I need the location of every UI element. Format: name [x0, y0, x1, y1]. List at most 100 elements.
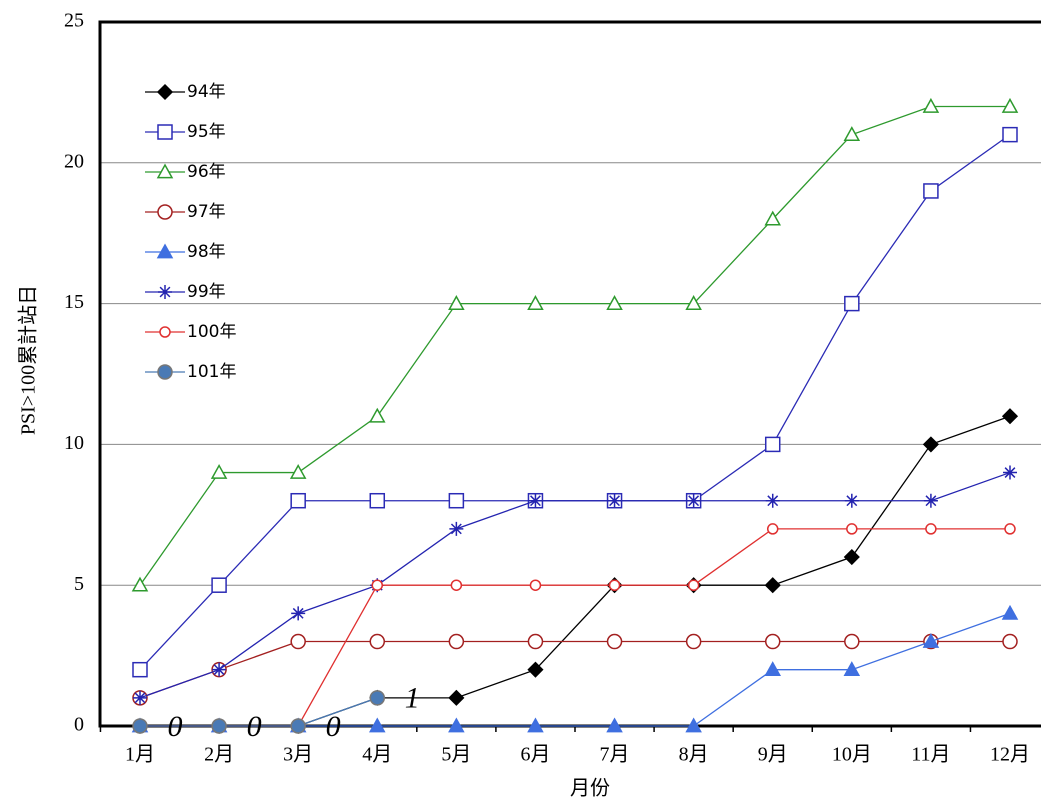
- marker: [529, 579, 542, 591]
- legend-label: 98年: [187, 242, 226, 262]
- legend-label: 94年: [187, 82, 226, 102]
- series-line: [139, 471, 1011, 699]
- x-tick-label: 10月: [832, 744, 872, 766]
- legend-label: 96年: [187, 162, 226, 182]
- marker: [290, 718, 306, 734]
- x-tick-label: 11月: [911, 744, 950, 766]
- y-tick-label: 0: [74, 714, 84, 736]
- marker: [368, 717, 386, 733]
- y-tick-label: 20: [64, 150, 84, 172]
- marker: [449, 521, 464, 536]
- marker: [291, 606, 306, 621]
- x-axis-label: 月份: [570, 777, 610, 800]
- marker: [608, 579, 621, 591]
- marker: [606, 717, 623, 733]
- marker: [764, 661, 782, 677]
- marker: [131, 576, 149, 592]
- x-tick-label: 6月: [520, 744, 550, 766]
- marker: [528, 493, 543, 508]
- marker: [448, 633, 465, 650]
- series-line: [140, 612, 1011, 727]
- marker: [1004, 523, 1016, 535]
- marker: [764, 577, 781, 594]
- marker: [766, 523, 779, 535]
- legend-label: 99年: [187, 282, 226, 302]
- legend-marker: [157, 204, 173, 220]
- data-label: 1: [405, 682, 420, 715]
- marker: [844, 295, 860, 312]
- marker: [844, 493, 859, 508]
- marker: [527, 661, 544, 678]
- marker: [1003, 465, 1017, 480]
- marker: [843, 661, 861, 677]
- y-tick-label: 25: [64, 10, 84, 32]
- marker: [765, 493, 780, 508]
- legend-label: 97年: [187, 202, 226, 222]
- marker: [923, 183, 939, 199]
- x-tick-label: 4月: [362, 744, 392, 766]
- marker: [1001, 408, 1019, 425]
- marker: [685, 295, 702, 310]
- x-tick-label: 2月: [204, 744, 234, 766]
- marker: [922, 97, 940, 113]
- marker: [1001, 604, 1019, 620]
- marker: [211, 718, 227, 734]
- marker: [606, 633, 623, 650]
- x-tick-label: 9月: [758, 744, 788, 766]
- plot-frame: [98, 20, 1041, 728]
- legend-marker: [157, 124, 173, 140]
- x-tick-label: 3月: [283, 744, 313, 766]
- marker: [685, 633, 702, 650]
- marker: [843, 548, 860, 566]
- legend-marker: [156, 163, 174, 179]
- x-tick-label: 1月: [125, 744, 155, 766]
- marker: [1001, 97, 1019, 113]
- marker: [448, 492, 465, 509]
- marker: [448, 717, 465, 733]
- marker: [132, 661, 148, 678]
- marker: [369, 690, 386, 706]
- marker: [764, 436, 781, 453]
- marker: [289, 464, 307, 479]
- legend-label: 100年: [187, 322, 236, 342]
- marker: [922, 436, 939, 453]
- marker: [448, 689, 465, 706]
- y-tick-label: 15: [64, 291, 84, 313]
- data-label: 0: [326, 710, 341, 743]
- marker: [369, 633, 386, 650]
- marker: [687, 579, 700, 591]
- marker: [290, 633, 306, 650]
- marker: [1002, 126, 1018, 143]
- legend-marker: [156, 83, 174, 101]
- x-tick-label: 12月: [990, 744, 1030, 766]
- marker: [212, 662, 227, 677]
- marker: [527, 633, 544, 650]
- x-tick-label: 5月: [441, 744, 471, 766]
- marker: [527, 717, 544, 733]
- y-tick-label: 5: [74, 573, 84, 595]
- series-line: [139, 640, 1010, 699]
- x-tick-label: 8月: [679, 744, 709, 766]
- marker: [925, 523, 937, 535]
- marker: [846, 523, 858, 535]
- legend-marker: [157, 364, 173, 380]
- legend-marker: [156, 243, 174, 259]
- marker: [290, 492, 306, 509]
- marker: [450, 579, 463, 591]
- series-line: [139, 134, 1011, 671]
- marker: [764, 633, 781, 650]
- marker: [368, 407, 386, 423]
- marker: [686, 493, 701, 508]
- marker: [606, 295, 623, 310]
- marker: [922, 632, 940, 648]
- y-tick-label: 10: [64, 432, 84, 454]
- marker: [210, 464, 228, 479]
- data-label: 0: [168, 710, 183, 743]
- marker: [211, 577, 227, 593]
- marker: [607, 493, 622, 508]
- x-tick-label: 7月: [600, 744, 630, 766]
- marker: [371, 579, 384, 591]
- legend-label: 101年: [187, 362, 236, 382]
- marker: [527, 295, 544, 310]
